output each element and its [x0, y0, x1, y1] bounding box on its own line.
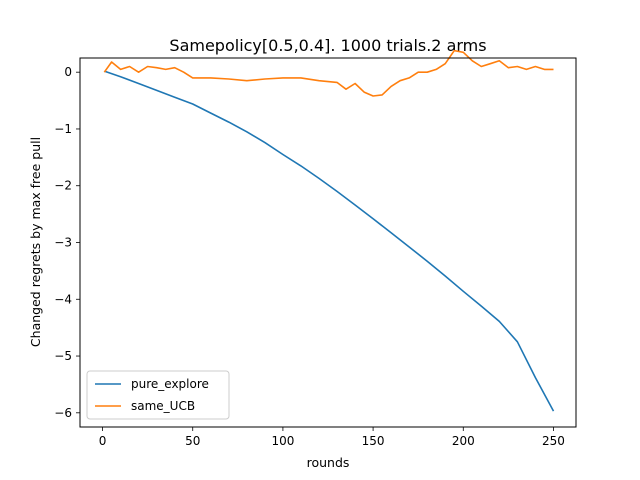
- x-tick-label: 150: [362, 434, 385, 448]
- legend: pure_explore same_UCB: [86, 370, 230, 420]
- x-tick-label: 200: [452, 434, 475, 448]
- y-tick-label: −6: [54, 406, 72, 420]
- legend-label-pure-explore: pure_explore: [131, 377, 209, 391]
- y-tick-label: −1: [54, 122, 72, 136]
- y-axis-ticks: 0 −1 −2 −3 −4 −5 −6: [54, 65, 80, 420]
- y-tick-label: −3: [54, 236, 72, 250]
- y-tick-label: 0: [64, 65, 72, 79]
- x-tick-label: 100: [271, 434, 294, 448]
- legend-label-same-ucb: same_UCB: [131, 399, 195, 413]
- y-tick-label: −4: [54, 292, 72, 306]
- series-layer: [103, 49, 555, 412]
- x-axis-ticks: 0 50 100 150 200 250: [99, 427, 565, 448]
- y-axis-label: Changed regrets by max free pull: [28, 137, 43, 347]
- chart-title: Samepolicy[0.5,0.4]. 1000 trials.2 arms: [169, 36, 486, 55]
- y-tick-label: −2: [54, 179, 72, 193]
- y-tick-label: −5: [54, 349, 72, 363]
- legend-box: [86, 370, 230, 420]
- series-line-same-ucb: [103, 49, 554, 97]
- x-tick-label: 50: [185, 434, 200, 448]
- x-axis-label: rounds: [307, 455, 350, 470]
- x-tick-label: 250: [542, 434, 565, 448]
- series-line-pure-explore: [104, 70, 555, 412]
- x-tick-label: 0: [99, 434, 107, 448]
